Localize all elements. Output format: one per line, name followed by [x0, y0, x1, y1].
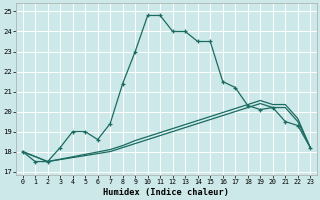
X-axis label: Humidex (Indice chaleur): Humidex (Indice chaleur) — [103, 188, 229, 197]
